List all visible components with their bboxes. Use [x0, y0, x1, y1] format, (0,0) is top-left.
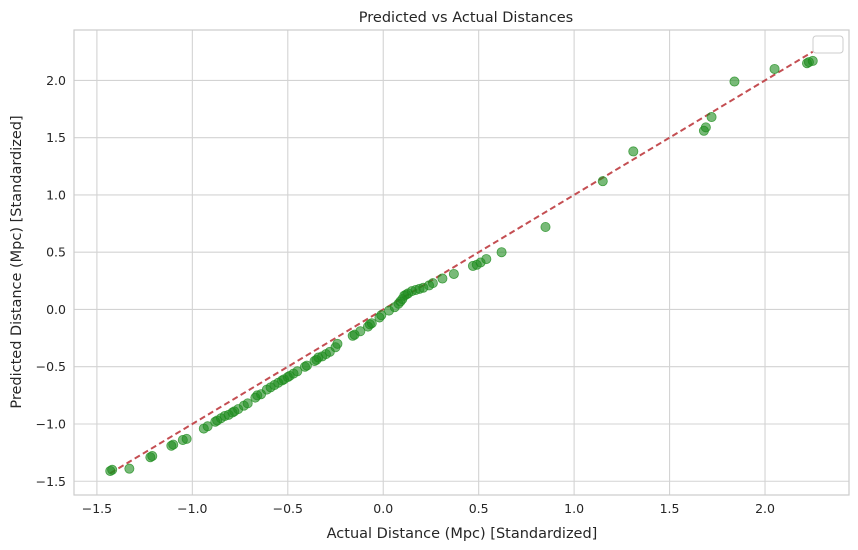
data-point [807, 55, 818, 66]
data-point [706, 112, 717, 123]
legend-box [812, 35, 844, 54]
y-tick-labels: −1.5 −1.0 −0.5 0.0 0.5 1.0 1.5 2.0 [36, 73, 66, 489]
x-tick-label: 1.0 [564, 501, 584, 516]
data-point [107, 464, 118, 475]
data-point [597, 176, 608, 187]
data-point [481, 254, 492, 265]
y-tick-label: 1.5 [46, 130, 66, 145]
data-point [496, 247, 507, 258]
data-point [448, 268, 459, 279]
data-point [366, 318, 377, 329]
data-point [628, 146, 639, 157]
x-tick-label: 0.5 [469, 501, 489, 516]
x-tick-labels: −1.5 −1.0 −0.5 0.0 0.5 1.0 1.5 2.0 [82, 501, 775, 516]
data-point [292, 366, 303, 377]
data-point [540, 221, 551, 232]
data-point [729, 76, 740, 87]
x-tick-label: 2.0 [755, 501, 775, 516]
x-tick-label: −1.5 [82, 501, 112, 516]
data-point [355, 326, 366, 337]
y-tick-label: 2.0 [46, 73, 66, 88]
chart-title: Predicted vs Actual Distances [359, 10, 573, 26]
data-point [181, 433, 192, 444]
x-tick-label: 1.5 [660, 501, 680, 516]
data-point [147, 451, 158, 462]
reference-line [109, 50, 814, 475]
data-point [168, 439, 179, 450]
data-point [301, 360, 312, 371]
data-point [202, 421, 213, 432]
y-tick-label: −1.0 [36, 416, 66, 431]
reference-line-group [109, 50, 814, 475]
data-point [332, 338, 343, 349]
data-point [427, 278, 438, 289]
y-tick-label: 0.0 [46, 302, 66, 317]
y-tick-label: 0.5 [46, 245, 66, 260]
y-tick-label: −1.5 [36, 474, 66, 489]
plot-frame [73, 29, 850, 496]
y-tick-label: 1.0 [46, 187, 66, 202]
y-tick-label: −0.5 [36, 359, 66, 374]
y-axis-label: Predicted Distance (Mpc) [Standardized] [9, 115, 25, 408]
x-tick-label: 0.0 [373, 501, 393, 516]
data-point [437, 273, 448, 284]
data-point [124, 463, 135, 474]
grid [74, 30, 849, 495]
points-group [105, 55, 818, 476]
x-tick-label: −1.0 [177, 501, 207, 516]
data-point [700, 122, 711, 133]
data-point [242, 398, 253, 409]
x-tick-label: −0.5 [273, 501, 303, 516]
data-point [769, 63, 780, 74]
x-axis-label: Actual Distance (Mpc) [Standardized] [327, 526, 598, 542]
data-point [376, 310, 387, 321]
